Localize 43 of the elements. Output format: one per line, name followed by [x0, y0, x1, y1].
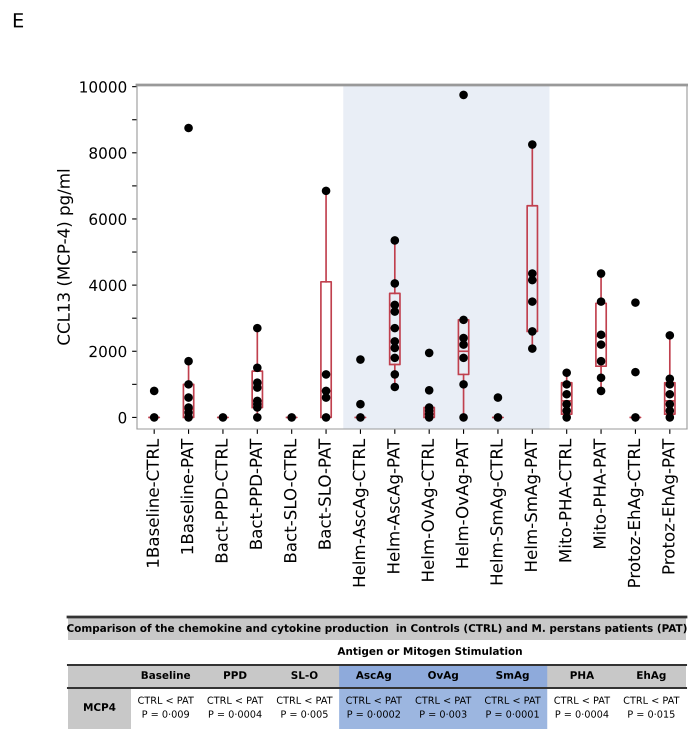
- x-tick-label: Helm-AscAg-CTRL: [352, 438, 369, 586]
- text: PPD: [224, 671, 246, 679]
- x-tick-label: Bact-PPD-CTRL: [215, 438, 228, 562]
- x-tick-label: Mito-PHA-PAT: [592, 438, 606, 548]
- text: Antigen or Mitogen Stimulation: [337, 646, 522, 658]
- x-tick-label: Bact-SLO-CTRL: [284, 438, 297, 562]
- y-axis-title: CCL13 (MCP-4) pg/ml: [56, 170, 74, 345]
- text: Comparison of the chemokine and cytokine production in Controls (CTRL) and M. perstans patients (PAT): [67, 624, 687, 634]
- text: PHA: [570, 671, 594, 679]
- x-tick-label: Helm-SmAg-PAT: [524, 438, 540, 571]
- x-tick-label: Protoz-EhAg-PAT: [662, 438, 678, 574]
- text: Baseline: [142, 670, 190, 680]
- y-tick-label: 4000: [89, 280, 126, 292]
- text: CTRL < PAT P = 0·015: [624, 696, 680, 718]
- x-tick-label: Bact-PPD-PAT: [250, 438, 262, 549]
- x-tick-label: Helm-OvAg-CTRL: [421, 438, 438, 581]
- y-tick-label: 10000: [80, 81, 126, 93]
- y-tick-label: 0: [118, 412, 126, 424]
- text: SL-O: [292, 671, 318, 680]
- text: AscAg: [356, 671, 391, 682]
- text: CTRL < PAT P = 0·0002: [346, 696, 402, 718]
- y-tick-label: 6000: [89, 213, 126, 225]
- text: E: [14, 13, 24, 28]
- x-tick-label: 1Baseline-CTRL: [146, 438, 160, 567]
- text: MCP4: [84, 703, 116, 712]
- text: CTRL < PAT P = 0·009: [138, 696, 194, 718]
- x-tick-label: Helm-AscAg-PAT: [386, 438, 403, 573]
- x-tick-label: Helm-SmAg-CTRL: [490, 438, 506, 584]
- x-tick-label: Helm-OvAg-PAT: [455, 438, 472, 568]
- text: CTRL < PAT P = 0·0004: [554, 696, 610, 718]
- text: CTRL < PAT P = 0·0004: [207, 696, 264, 718]
- text: CTRL < PAT P = 0·003: [416, 696, 472, 718]
- x-tick-label: Protoz-EhAg-CTRL: [627, 438, 644, 587]
- text: SmAg: [496, 671, 529, 682]
- text: EhAg: [637, 670, 666, 682]
- x-tick-label: Mito-PHA-CTRL: [558, 438, 572, 562]
- x-tick-label: 1Baseline-PAT: [180, 438, 194, 554]
- text: CTRL < PAT P = 0·0001: [484, 696, 541, 718]
- text: CTRL < PAT P = 0·005: [276, 696, 333, 718]
- text: OvAg: [428, 671, 458, 682]
- y-tick-label: 8000: [89, 147, 126, 159]
- x-tick-label: Bact-SLO-PAT: [318, 438, 331, 549]
- y-tick-label: 2000: [90, 346, 126, 358]
